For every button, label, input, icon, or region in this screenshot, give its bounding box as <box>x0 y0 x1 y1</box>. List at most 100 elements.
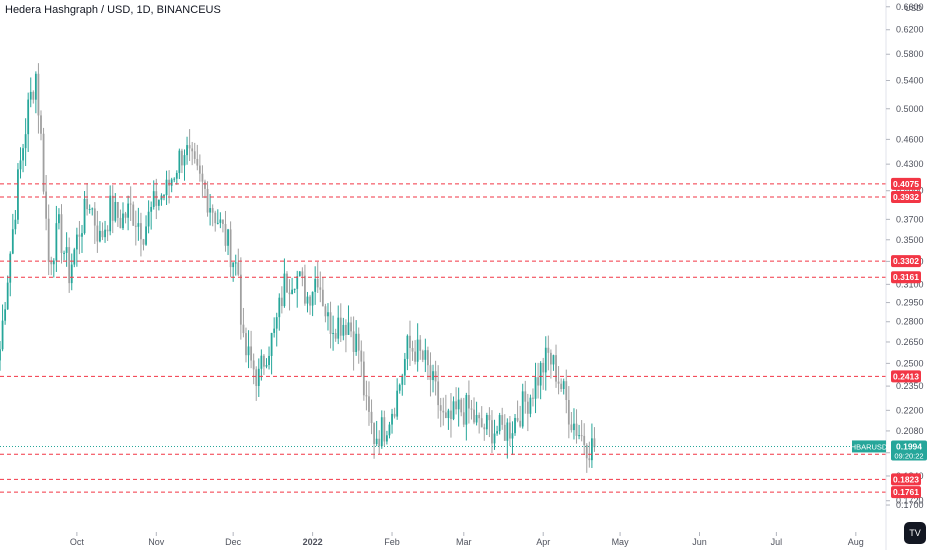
candle <box>37 63 40 134</box>
candle <box>403 352 406 386</box>
candle <box>129 186 132 221</box>
price-tick-label: 0.2080 <box>896 426 924 436</box>
candle <box>388 421 391 439</box>
candle <box>63 250 65 261</box>
candle <box>542 357 545 390</box>
candle <box>539 361 542 400</box>
candle <box>383 410 386 447</box>
candle <box>483 423 486 441</box>
candle <box>493 419 496 450</box>
candle <box>150 201 153 230</box>
candle <box>101 222 104 241</box>
candle <box>96 210 99 253</box>
candle <box>124 211 127 224</box>
candle <box>362 351 365 401</box>
candle <box>165 170 168 205</box>
candle <box>201 165 204 198</box>
candle <box>524 380 527 414</box>
candles <box>0 63 596 473</box>
candle <box>442 397 445 426</box>
candle <box>193 142 196 164</box>
candle <box>111 185 114 234</box>
candle <box>86 183 89 216</box>
candle <box>9 251 12 297</box>
candle <box>119 209 122 229</box>
candle <box>368 381 370 426</box>
candle <box>239 257 242 340</box>
price-tick-label: 0.5400 <box>896 75 924 85</box>
price-tick-label: 0.2500 <box>896 358 924 368</box>
candle <box>132 201 135 226</box>
candle <box>42 127 45 195</box>
candle <box>319 271 322 303</box>
price-tick-label: 0.2200 <box>896 405 924 415</box>
candle <box>234 254 237 276</box>
time-axis: Oct Nov Dec 2022 Feb Mar Apr May Jun Jul Aug <box>70 532 864 547</box>
candle <box>429 352 432 397</box>
candle <box>206 181 209 217</box>
candle <box>327 303 329 331</box>
candle <box>250 330 253 369</box>
candle <box>491 410 493 454</box>
candle <box>480 406 483 428</box>
candle <box>70 253 73 291</box>
candle <box>519 405 522 428</box>
candle <box>219 212 222 229</box>
svg-text:0.1823: 0.1823 <box>893 474 919 484</box>
time-tick-label: 2022 <box>303 537 323 547</box>
candle <box>516 400 519 423</box>
candle <box>214 210 217 232</box>
candle <box>245 327 247 363</box>
candle <box>355 320 358 356</box>
candle <box>360 340 363 377</box>
candle <box>168 170 171 204</box>
candle <box>229 221 232 278</box>
candle <box>501 407 504 430</box>
candle <box>157 199 160 211</box>
price-tick-label: 0.2350 <box>896 381 924 391</box>
candle <box>424 338 427 373</box>
candle <box>378 430 381 455</box>
candle <box>265 358 268 369</box>
candle <box>142 238 145 251</box>
candle <box>485 412 488 436</box>
candle <box>186 136 188 165</box>
candle <box>514 413 516 436</box>
candle <box>565 369 568 414</box>
candle <box>324 303 327 323</box>
candle <box>293 288 296 294</box>
candle <box>562 378 565 395</box>
candle <box>593 427 596 452</box>
candle <box>419 335 422 360</box>
candle <box>6 275 9 310</box>
candle <box>386 430 388 445</box>
candle <box>432 364 434 393</box>
time-tick-label: Mar <box>456 537 472 547</box>
candle <box>188 129 191 162</box>
level-lines <box>0 183 886 493</box>
price-tick-label: 0.3500 <box>896 235 924 245</box>
candle <box>27 92 30 152</box>
level-label: 0.4075 <box>891 177 921 190</box>
candle <box>444 394 447 419</box>
candle <box>465 392 468 441</box>
level-label: 0.3161 <box>891 271 921 284</box>
candle <box>198 154 201 182</box>
candle <box>106 225 109 241</box>
candle <box>88 204 91 214</box>
candle <box>81 224 83 253</box>
candle <box>416 323 419 372</box>
candle <box>526 393 529 432</box>
candle <box>134 210 137 246</box>
candle <box>280 286 283 314</box>
candle <box>127 195 130 231</box>
candle <box>175 170 178 185</box>
candle <box>58 208 60 230</box>
candle <box>544 336 547 391</box>
candle <box>488 407 491 438</box>
candle <box>29 77 32 108</box>
candle <box>450 393 452 438</box>
price-tick-label: 0.1700 <box>896 500 924 510</box>
